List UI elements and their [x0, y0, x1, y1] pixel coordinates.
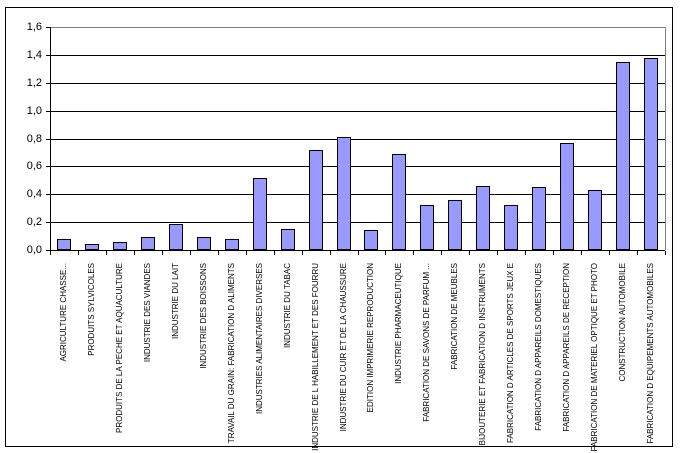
y-axis-tick-label: 1,6 — [26, 21, 42, 33]
category-label-text: INDUSTRIE DE L HABILLEMENT ET DES FOURRU — [311, 263, 320, 451]
category-label-text: FABRICATION D EQUIPEMENTS AUTOMOBILES — [646, 263, 655, 444]
y-axis-tick — [46, 139, 50, 140]
x-axis-tick — [609, 251, 610, 255]
x-axis-tick — [637, 251, 638, 255]
x-axis-tick — [134, 251, 135, 255]
category-label-text: INDUSTRIE PHARMACEUTIQUE — [394, 263, 403, 384]
bar — [113, 242, 127, 250]
bar — [364, 230, 378, 250]
bar — [420, 205, 434, 250]
x-axis-tick — [274, 251, 275, 255]
y-axis — [50, 27, 51, 251]
category-label-text: FABRICATION D APPAREILS DOMESTIQUES — [534, 263, 543, 431]
bar — [141, 237, 155, 250]
bar — [225, 239, 239, 250]
x-axis-tick — [385, 251, 386, 255]
chart-outer-border: 0,0 0,2 0,4 0,6 0,8 1,0 1,2 1,4 1,6 AGRICULTURE C… — [5, 7, 673, 451]
bar — [337, 137, 351, 250]
category-label-text: PRODUITS SYLVICOLES — [87, 263, 96, 356]
category-label-text: INDUSTRIES ALIMENTAIRES DIVERSES — [255, 263, 264, 414]
x-axis-tick — [78, 251, 79, 255]
bar — [281, 229, 295, 250]
category-label-text: FABRICATION DE MEUBLES — [450, 263, 459, 370]
x-axis-tick — [190, 251, 191, 255]
category-label-text: FABRICATION DE MATERIEL OPTIQUE ET PHOTO — [590, 263, 599, 452]
y-axis-tick-label: 1,4 — [26, 49, 42, 61]
category-label-text: AGRICULTURE CHASSE... — [59, 263, 68, 362]
category-label-text: INDUSTRIE DU TABAC — [283, 263, 292, 349]
category-label-text: BIJOUTERIE ET FABRICATION D INSTRUMENTS — [478, 263, 487, 446]
bar — [476, 186, 490, 250]
x-axis-tick — [246, 251, 247, 255]
x-axis-tick — [330, 251, 331, 255]
y-axis-tick — [46, 55, 50, 56]
category-label-text: FABRICATION D APPAREILS DE RECEPTION — [562, 263, 571, 432]
x-axis-tick — [50, 251, 51, 255]
y-axis-tick-label: 1,0 — [26, 105, 42, 117]
y-axis-tick-label: 1,2 — [26, 77, 42, 89]
bar — [616, 62, 630, 250]
y-axis-tick — [46, 27, 50, 28]
bar — [448, 200, 462, 250]
major-gridline — [50, 111, 665, 112]
x-axis-tick — [497, 251, 498, 255]
x-axis-tick — [162, 251, 163, 255]
category-label-text: PRODUITS DE LA PECHE ET AQUACULTURE — [115, 263, 124, 433]
bar — [253, 178, 267, 250]
x-axis-tick — [525, 251, 526, 255]
category-label-text: FABRICATION DE SAVONS DE PARFUM ... — [422, 263, 431, 422]
category-label-text: CONSTRUCTION AUTOMOBILE — [618, 263, 627, 382]
y-axis-tick-label: 0,0 — [26, 244, 42, 256]
major-gridline — [50, 139, 665, 140]
y-axis-tick — [46, 194, 50, 195]
major-gridline — [50, 194, 665, 195]
y-axis-tick-label: 0,4 — [26, 188, 42, 200]
bar — [197, 237, 211, 250]
major-gridline — [50, 166, 665, 167]
x-axis-tick — [553, 251, 554, 255]
y-axis-tick-label: 0,6 — [26, 160, 42, 172]
x-axis-tick — [358, 251, 359, 255]
category-label-text: EDITION IMPRIMERIE REPRODUCTION — [366, 263, 375, 413]
bar — [309, 150, 323, 250]
bar — [392, 154, 406, 250]
y-axis-tick — [46, 83, 50, 84]
bar — [85, 244, 99, 250]
bar — [57, 239, 71, 250]
category-label-text: INDUSTRIE DU LAIT — [171, 263, 180, 340]
y-axis-tick — [46, 222, 50, 223]
category-label-text: INDUSTRIE DU CUIR ET DE LA CHAUSSURE — [339, 263, 348, 432]
plot-top-border — [50, 27, 665, 28]
major-gridline — [50, 83, 665, 84]
category-label-text: TRAVAIL DU GRAIN: FABRICATION D ALIMENTS — [227, 263, 236, 444]
x-axis-tick — [218, 251, 219, 255]
bar — [644, 58, 658, 250]
x-axis-tick — [302, 251, 303, 255]
major-gridline — [50, 222, 665, 223]
bar — [532, 187, 546, 250]
y-axis-tick — [46, 166, 50, 167]
x-axis-tick — [665, 251, 666, 255]
bar — [169, 224, 183, 250]
category-label-text: INDUSTRIE DES BOISSONS — [199, 263, 208, 369]
y-axis-tick-label: 0,2 — [26, 216, 42, 228]
category-label-text: FABRICATION D ARTICLES DE SPORTS JEUX E — [506, 263, 515, 444]
y-axis-tick-label: 0,8 — [26, 133, 42, 145]
plot-right-border — [665, 27, 666, 250]
x-axis-tick — [469, 251, 470, 255]
x-axis-tick — [106, 251, 107, 255]
y-axis-tick — [46, 111, 50, 112]
bar — [504, 205, 518, 250]
x-axis-tick — [581, 251, 582, 255]
x-axis-tick — [413, 251, 414, 255]
bar — [588, 190, 602, 250]
bar — [560, 143, 574, 250]
major-gridline — [50, 55, 665, 56]
x-axis-tick — [441, 251, 442, 255]
category-label-text: INDUSTRIE DES VIANDES — [143, 263, 152, 363]
x-axis — [46, 250, 665, 251]
